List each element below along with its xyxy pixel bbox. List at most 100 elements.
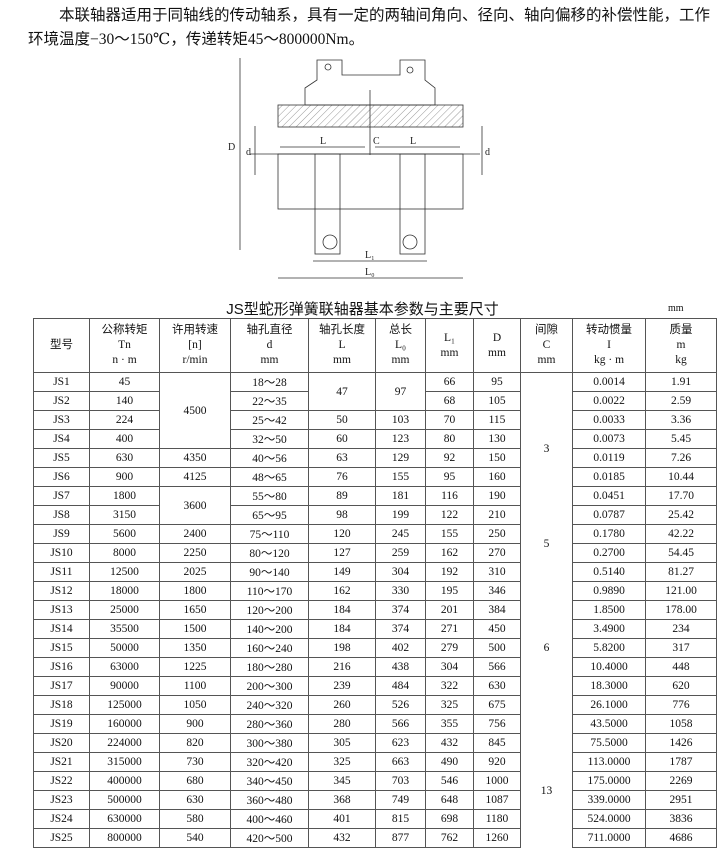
table-cell: 1.91 [645, 372, 717, 392]
table-cell: 484 [375, 676, 426, 696]
column-header-line: mm [333, 354, 351, 366]
table-cell: 150 [473, 448, 521, 468]
table-cell: 317 [645, 638, 717, 658]
table-cell: 75～110 [230, 524, 309, 544]
table-cell: 190 [473, 486, 521, 506]
table-cell: 95 [473, 372, 521, 392]
table-row: JS6 900 4125 48～65 76 155 95 160 0.0185 10.44 [33, 467, 717, 487]
table-cell: JS18 [33, 695, 90, 715]
column-header-line: d [266, 339, 273, 351]
column-header: 许用转速 [n] r/min [159, 318, 231, 373]
table-cell: 400 [89, 429, 160, 449]
table-cell: 68 [425, 391, 474, 411]
table-cell: JS16 [33, 657, 90, 677]
table-row: JS9 5600 2400 75～110 120 245 155 250 5 0.1780 42.2… [33, 524, 717, 563]
column-header-line: kg · m [593, 354, 625, 366]
table-cell: 260 [308, 695, 376, 715]
table-cell: 155 [425, 524, 474, 544]
label-C: C [373, 136, 380, 147]
table-cell: 623 [375, 733, 426, 753]
column-header-line: 许用转速 [172, 324, 218, 336]
table-cell: 711.0000 [572, 828, 646, 848]
column-header-line: 轴孔直径 [246, 324, 293, 336]
table-cell: 63 [308, 448, 376, 468]
table-cell: 120～200 [230, 600, 309, 620]
column-header: 轴孔直径 d mm [230, 318, 309, 373]
table-cell: 3836 [645, 809, 717, 829]
table-row: JS20 224000 820 300～380 305 623 432 845 13 75.500… [33, 733, 717, 848]
table-row: JS17 90000 1100 200～300 239 484 322 630 18.3000 6… [33, 676, 717, 696]
table-cell: 7.26 [645, 448, 717, 468]
table-cell: 3.36 [645, 410, 717, 430]
table-cell: 432 [425, 733, 474, 753]
table-cell: 18000 [89, 581, 160, 601]
table-cell: 250 [473, 524, 521, 544]
table-cell: 920 [473, 752, 521, 772]
column-header-line: L₀ [394, 339, 407, 351]
table-cell: 10.4000 [572, 657, 646, 677]
table-cell: 339.0000 [572, 790, 646, 810]
table-cell: JS21 [33, 752, 90, 772]
table-cell: 620 [645, 676, 717, 696]
table-cell: 346 [473, 581, 521, 601]
table-cell: 304 [425, 657, 474, 677]
table-cell: 2250 [159, 543, 231, 563]
table-cell: 800000 [89, 828, 160, 848]
table-cell: 325 [425, 695, 474, 715]
table-cell: 123 [375, 429, 426, 449]
table-cell: 80 [425, 429, 474, 449]
column-header-line: 转动惯量 [586, 324, 632, 336]
label-L1: L₁ [365, 250, 375, 261]
table-cell: 105 [473, 391, 521, 411]
table-cell: 703 [375, 771, 426, 791]
table-cell: JS22 [33, 771, 90, 791]
table-row: JS8 3150 65～95 98 199 122 210 0.0787 25.42 [33, 505, 717, 525]
table-cell: 50 [308, 410, 376, 430]
table-row: JS16 63000 1225 180～280 216 438 304 566 10.4000 4… [33, 657, 717, 677]
table-cell: 305 [308, 733, 376, 753]
table-cell: 4350 [159, 448, 231, 468]
table-unit: mm [668, 303, 684, 314]
column-header: L₁ mm [425, 318, 474, 373]
table-cell: 1.8500 [572, 600, 646, 620]
table-cell: 4686 [645, 828, 717, 848]
table-cell: 0.0073 [572, 429, 646, 449]
table-cell: 0.1780 [572, 524, 646, 544]
label-D: D [228, 142, 235, 153]
column-header-line: n · m [112, 354, 137, 366]
table-cell: 239 [308, 676, 376, 696]
table-row: JS4 400 32～50 60 123 80 130 0.0073 5.45 [33, 429, 717, 449]
table-cell: 60 [308, 429, 376, 449]
table-row: JS23 500000 630 360～480 368 749 648 1087 339.000… [33, 790, 717, 810]
table-cell: 730 [159, 752, 231, 772]
table-cell: 648 [425, 790, 474, 810]
intro-paragraph: 本联轴器适用于同轴线的传动轴系，具有一定的两轴间角向、径向、轴向偏移的补偿性能，… [28, 7, 711, 48]
table-cell: 1800 [89, 486, 160, 506]
table-cell: 6 [520, 562, 573, 734]
table-cell: 1050 [159, 695, 231, 715]
table-cell: 1100 [159, 676, 231, 696]
table-cell: 756 [473, 714, 521, 734]
label-L-left: L [320, 136, 326, 147]
table-cell: 630000 [89, 809, 160, 829]
table-cell: JS25 [33, 828, 90, 848]
table-cell: 360～480 [230, 790, 309, 810]
table-cell: 355 [425, 714, 474, 734]
table-cell: 1787 [645, 752, 717, 772]
column-header-line: mm [391, 354, 410, 366]
table-cell: JS6 [33, 467, 90, 487]
table-cell: 345 [308, 771, 376, 791]
column-header-line: 间隙 [535, 324, 558, 336]
table-cell: 70 [425, 410, 474, 430]
table-cell: 580 [159, 809, 231, 829]
table-cell: 234 [645, 619, 717, 639]
table-cell: 3 [520, 372, 573, 525]
table-cell: 322 [425, 676, 474, 696]
table-cell: 271 [425, 619, 474, 639]
table-cell: 526 [375, 695, 426, 715]
table-row: JS7 1800 3600 55～80 89 181 116 190 0.0451 17.70 [33, 486, 717, 525]
table-cell: 630 [473, 676, 521, 696]
table-row: JS25 800000 540 420～500 432 877 762 1260 711.000… [33, 828, 717, 848]
